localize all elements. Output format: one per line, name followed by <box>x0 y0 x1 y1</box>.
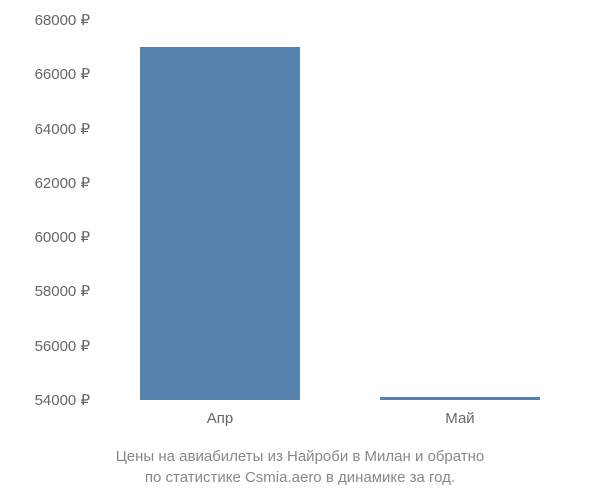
chart-container: 54000 ₽ 56000 ₽ 58000 ₽ 60000 ₽ 62000 ₽ 64000… <box>0 0 600 500</box>
y-tick-label: 66000 ₽ <box>35 65 90 83</box>
y-tick-label: 54000 ₽ <box>35 391 90 409</box>
y-tick-label: 58000 ₽ <box>35 282 90 300</box>
bar <box>380 397 541 400</box>
plot-area <box>100 20 580 400</box>
chart-caption: Цены на авиабилеты из Найроби в Милан и … <box>0 446 600 488</box>
bar <box>140 47 301 400</box>
caption-line-1: Цены на авиабилеты из Найроби в Милан и … <box>116 448 485 465</box>
x-axis: Апр Май <box>100 405 580 435</box>
caption-line-2: по статистике Csmia.aero в динамике за г… <box>145 469 455 486</box>
y-tick-label: 64000 ₽ <box>35 120 90 138</box>
x-tick-label: Май <box>445 410 474 427</box>
y-tick-label: 60000 ₽ <box>35 228 90 246</box>
y-tick-label: 68000 ₽ <box>35 11 90 29</box>
y-axis: 54000 ₽56000 ₽58000 ₽60000 ₽62000 ₽64000… <box>0 20 95 400</box>
y-tick-label: 62000 ₽ <box>35 174 90 192</box>
x-tick-label: Апр <box>207 410 233 427</box>
y-tick-label: 56000 ₽ <box>35 337 90 355</box>
